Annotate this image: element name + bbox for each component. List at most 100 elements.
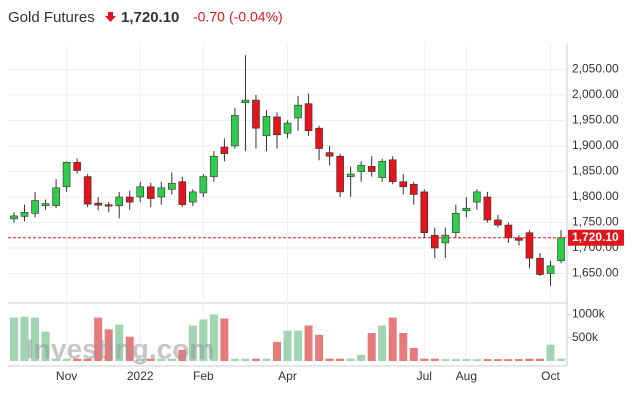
change-percent: (-0.04%)	[229, 9, 283, 25]
volume-bar	[483, 359, 492, 361]
candle-body	[357, 165, 365, 172]
candle-body	[210, 155, 218, 177]
candle-body	[536, 257, 544, 275]
candle-body	[473, 191, 481, 203]
volume-bar	[493, 359, 502, 361]
volume-bar	[441, 359, 450, 361]
candle-body	[325, 152, 334, 157]
candle-body	[483, 196, 492, 221]
volume-bar	[357, 354, 366, 361]
x-tick-label: Nov	[56, 369, 77, 383]
volume-bar	[178, 349, 187, 361]
candle-body	[525, 232, 534, 259]
volume-bar	[346, 358, 355, 361]
y-tick-label: 1,850.00	[572, 164, 619, 178]
candle-body	[367, 166, 376, 172]
volume-bar	[557, 358, 566, 361]
volume-bar	[241, 358, 250, 361]
volume-bar	[304, 325, 313, 361]
candle-body	[294, 104, 302, 119]
volume-bar	[52, 358, 61, 361]
volume-bar	[451, 359, 460, 361]
x-tick-label: 2022	[127, 369, 154, 383]
volume-bar	[41, 331, 50, 361]
volume-bar	[262, 358, 271, 361]
candle-body	[494, 219, 502, 226]
watermark: Investing.com	[26, 333, 214, 364]
volume-bar	[31, 317, 40, 361]
volume-bar	[472, 359, 481, 361]
candle-body	[420, 191, 429, 233]
candle-body	[315, 127, 323, 149]
candle-body	[399, 181, 408, 188]
volume-bar	[367, 333, 376, 361]
candle-body	[31, 200, 39, 214]
candle-body	[10, 215, 18, 220]
last-price-label: 1,720.10	[572, 230, 619, 244]
candle-body	[557, 237, 565, 262]
candle-body	[94, 202, 102, 206]
volume-bar	[430, 358, 439, 361]
volume-bar	[504, 359, 513, 361]
volume-bar	[546, 344, 555, 361]
candle-body	[452, 213, 460, 234]
candle-body	[115, 196, 123, 206]
x-tick-label: Oct	[541, 369, 560, 383]
x-tick-label: Feb	[193, 369, 214, 383]
volume-bar	[251, 358, 260, 361]
candle-body	[136, 186, 145, 198]
volume-bar	[157, 358, 166, 361]
volume-bar	[10, 317, 18, 361]
candle-body	[52, 187, 60, 206]
volume-bar	[388, 317, 397, 361]
candle-body	[104, 204, 113, 207]
volume-bar	[73, 358, 82, 361]
volume-bar	[378, 325, 387, 361]
volume-bar	[188, 325, 197, 361]
volume-bar	[220, 318, 229, 361]
candle-body	[273, 116, 281, 136]
volume-bar	[294, 330, 303, 361]
down-arrow	[105, 12, 116, 22]
volume-bar	[409, 347, 418, 361]
candle-body	[189, 191, 197, 203]
volume-bar	[420, 358, 429, 361]
volume-bar	[536, 358, 544, 361]
volume-tick-label: 1000k	[572, 307, 606, 321]
candle-body	[157, 187, 166, 198]
y-tick-label: 1,950.00	[572, 113, 619, 127]
candle-body	[41, 203, 50, 206]
y-tick-label: 1,900.00	[572, 138, 619, 152]
title: Gold Futures	[8, 9, 95, 26]
candle-body	[462, 207, 471, 212]
volume-bar	[94, 317, 103, 361]
volume-bar	[315, 334, 324, 361]
candle-body	[241, 99, 250, 103]
price: 1,720.10	[121, 9, 179, 26]
candle-body	[430, 234, 439, 249]
last-price-box	[568, 229, 624, 246]
candle-body	[220, 146, 229, 154]
volume-bar	[136, 358, 145, 361]
candle-body	[73, 162, 81, 171]
y-tick-label: 2,050.00	[572, 62, 619, 76]
candle-body	[168, 182, 176, 190]
volume-bar	[62, 358, 71, 361]
y-tick-label: 2,000.00	[572, 87, 619, 101]
candle-body	[178, 181, 187, 205]
candle-body	[504, 224, 513, 239]
candle-body	[441, 234, 450, 244]
candle-body	[252, 99, 260, 129]
candle-body	[304, 103, 313, 131]
y-tick-label: 1,650.00	[572, 266, 619, 280]
x-tick-label: Jul	[417, 369, 432, 383]
volume-tick-label: 500k	[572, 330, 599, 344]
volume-bar	[336, 358, 345, 361]
change: -0.70	[193, 9, 225, 25]
candle-body	[199, 176, 208, 194]
volume-bar	[209, 314, 218, 361]
volume-bar	[514, 359, 523, 361]
candle-body	[283, 122, 292, 134]
candle-body	[62, 162, 71, 188]
